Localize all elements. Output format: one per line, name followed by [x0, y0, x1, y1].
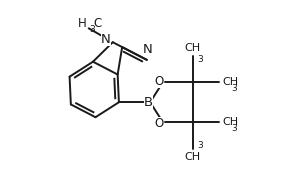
Text: CH: CH — [222, 117, 238, 127]
Text: CH: CH — [222, 77, 238, 87]
Text: N: N — [143, 43, 153, 56]
Text: 3: 3 — [90, 25, 95, 34]
Text: CH: CH — [185, 152, 201, 162]
Text: CH: CH — [185, 43, 201, 53]
Text: O: O — [155, 75, 164, 88]
Text: 3: 3 — [231, 124, 237, 133]
Text: 3: 3 — [231, 84, 237, 93]
Text: B: B — [143, 96, 153, 109]
Text: 3: 3 — [198, 55, 203, 64]
Text: N: N — [101, 33, 111, 46]
Text: C: C — [94, 17, 102, 30]
Text: H: H — [78, 17, 87, 30]
Text: O: O — [155, 117, 164, 130]
Text: 3: 3 — [198, 141, 203, 150]
